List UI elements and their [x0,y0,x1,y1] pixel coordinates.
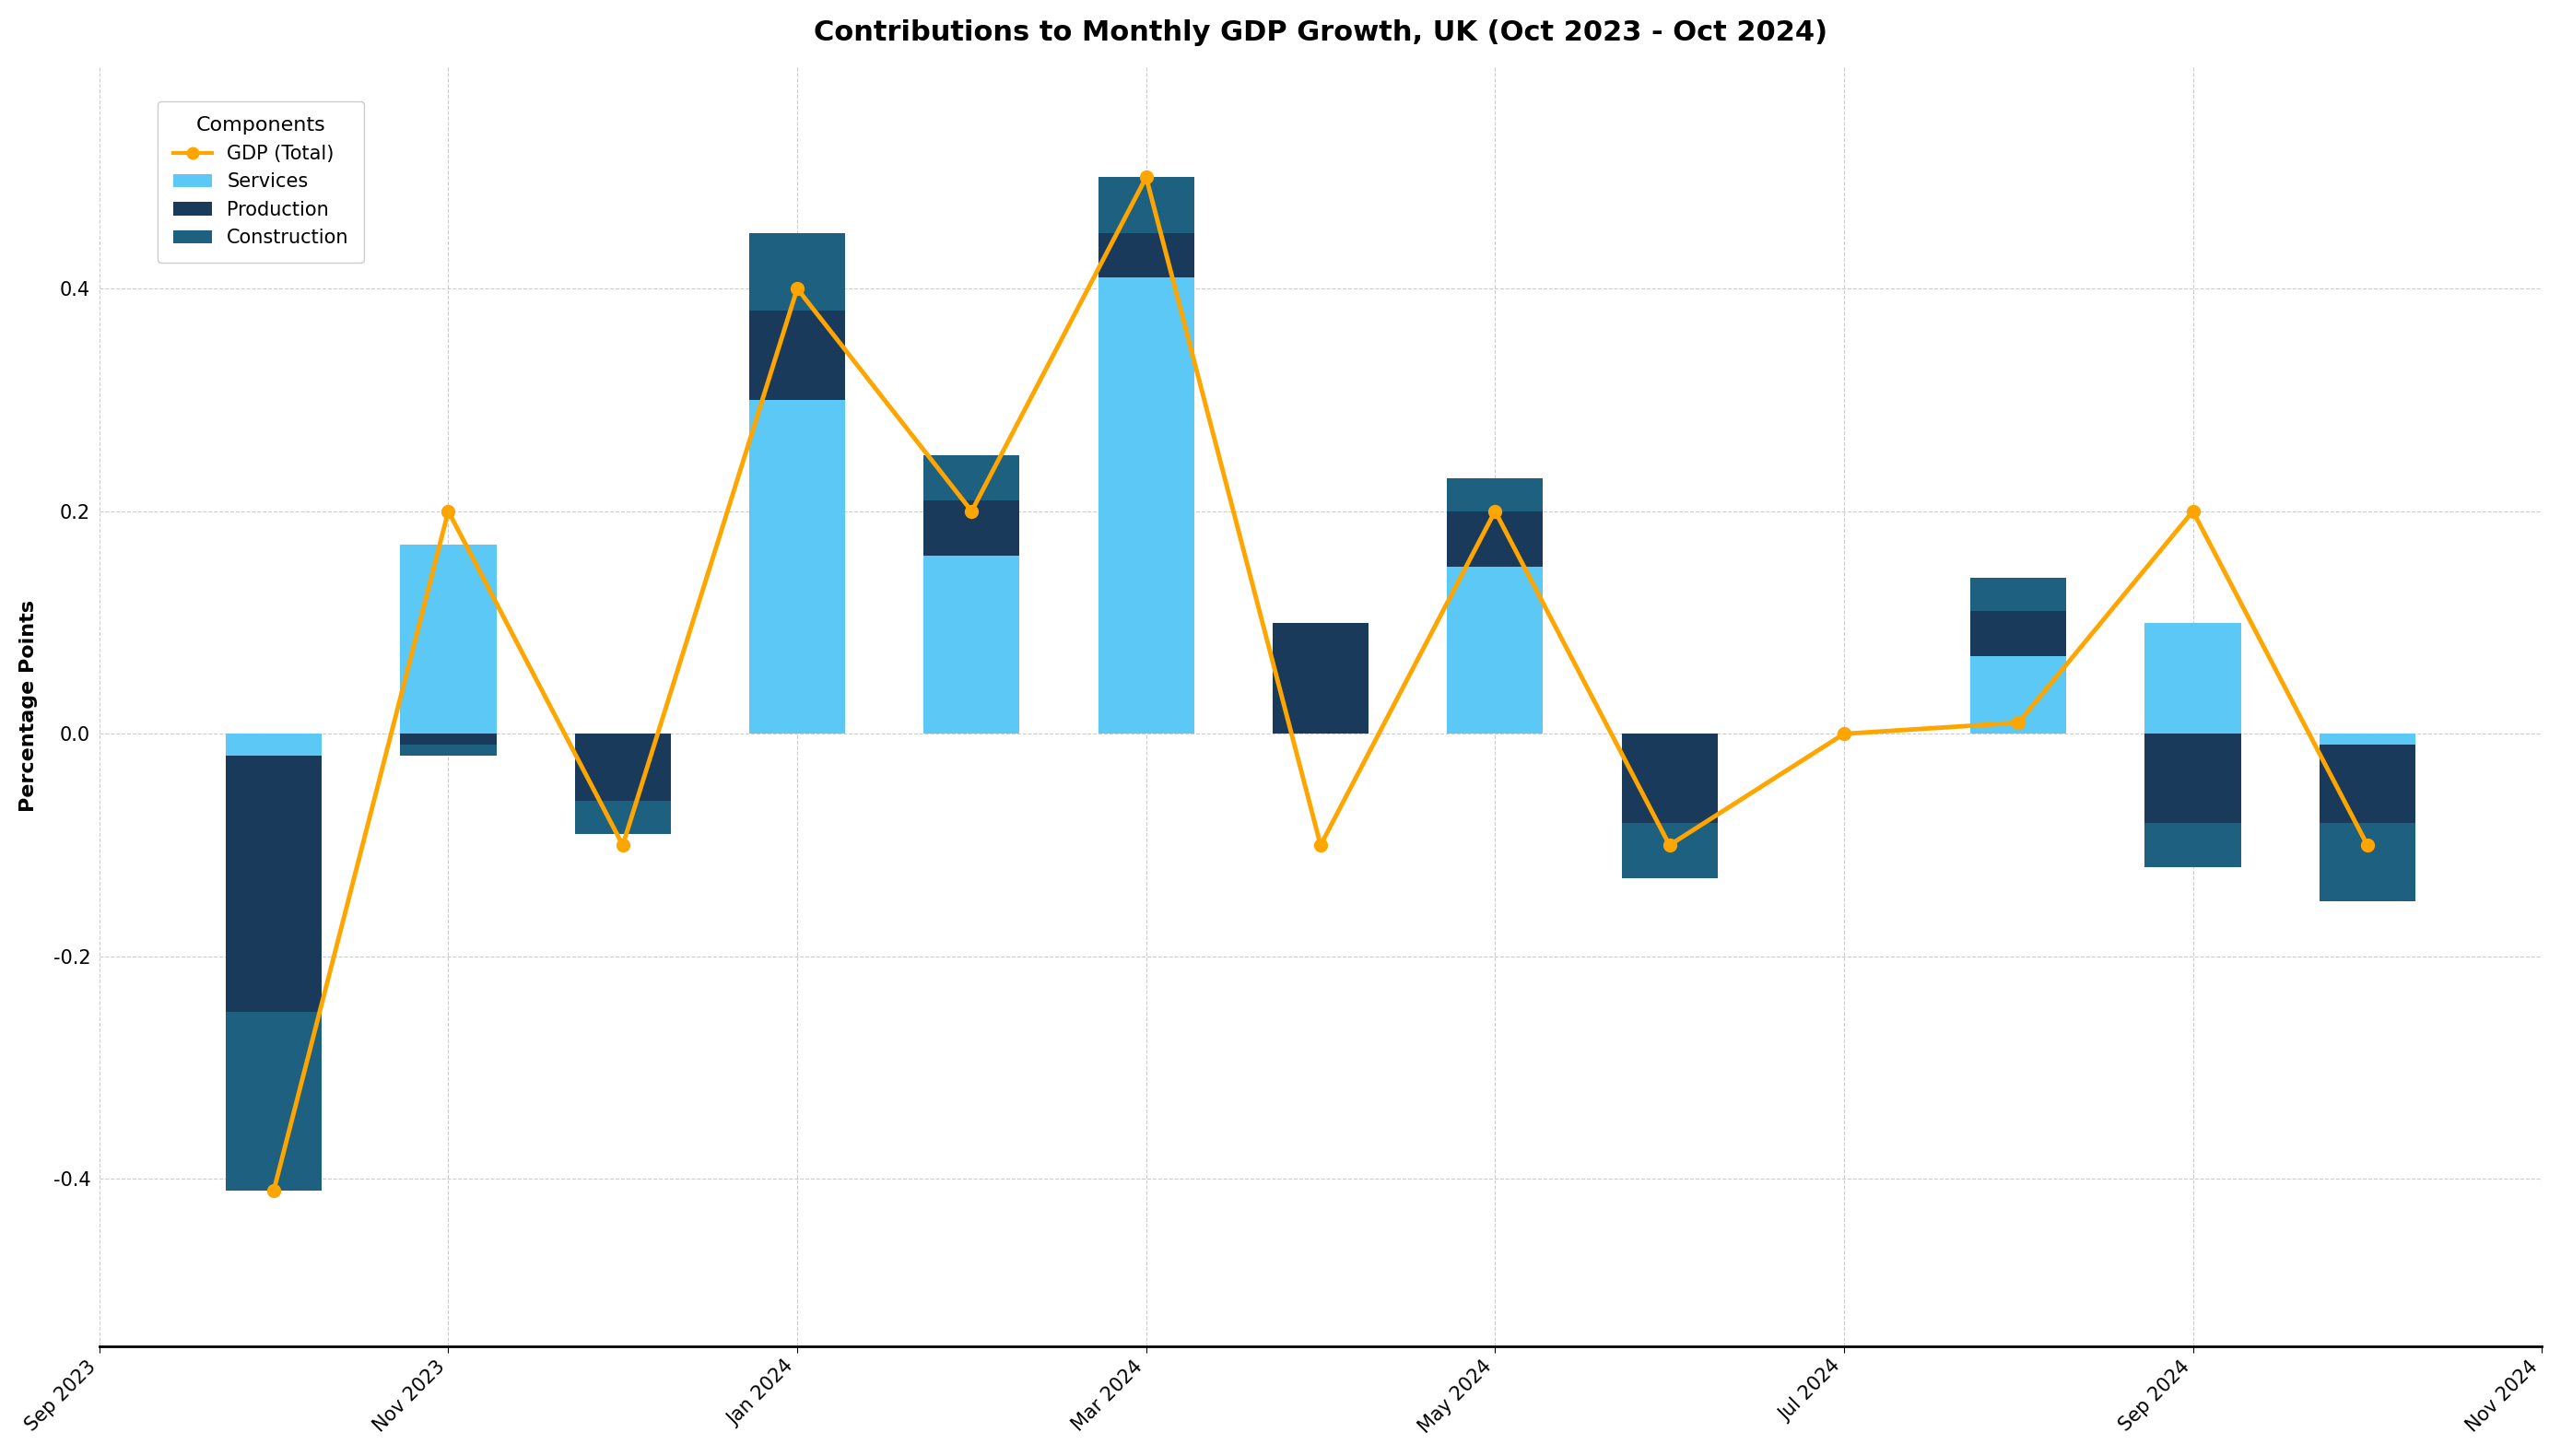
Bar [1969,578,2067,612]
Bar [1273,623,1368,734]
Bar [574,734,671,801]
Bar [1099,233,1193,278]
Bar [2320,734,2415,745]
GDP (Total) [1480,502,1511,520]
Bar [1447,511,1544,566]
Bar [574,801,671,834]
Title: Contributions to Monthly GDP Growth, UK (Oct 2023 - Oct 2024): Contributions to Monthly GDP Growth, UK … [814,19,1829,47]
Legend: GDP (Total), Services, Production, Construction: GDP (Total), Services, Production, Const… [159,100,364,262]
GDP (Total) [1306,836,1337,853]
Line: GDP (Total): GDP (Total) [266,170,2374,1197]
Bar [2146,734,2241,823]
Bar [400,745,497,756]
GDP (Total) [2351,836,2382,853]
Bar [750,312,845,400]
Bar [2320,745,2415,823]
Bar [1447,566,1544,734]
GDP (Total) [433,502,464,520]
GDP (Total) [1654,836,1685,853]
Bar [2320,823,2415,901]
Bar [1099,178,1193,233]
Y-axis label: Percentage Points: Percentage Points [18,600,38,812]
Bar [1621,823,1718,878]
Bar [225,1012,323,1190]
Bar [2146,823,2241,868]
Bar [925,556,1019,734]
GDP (Total) [2177,502,2208,520]
Bar [750,400,845,734]
Bar [400,734,497,745]
Bar [1621,734,1718,823]
GDP (Total) [1132,169,1163,186]
Bar [1969,612,2067,655]
Bar [925,499,1019,556]
Bar [1969,655,2067,734]
Bar [225,756,323,1012]
Bar [1447,478,1544,511]
GDP (Total) [2003,713,2033,731]
GDP (Total) [1829,725,1859,743]
Bar [925,456,1019,499]
Bar [750,233,845,312]
GDP (Total) [607,836,638,853]
GDP (Total) [955,502,986,520]
Bar [400,545,497,734]
Bar [225,734,323,756]
Bar [1099,278,1193,734]
Bar [2146,623,2241,734]
GDP (Total) [781,280,812,297]
GDP (Total) [259,1181,289,1198]
